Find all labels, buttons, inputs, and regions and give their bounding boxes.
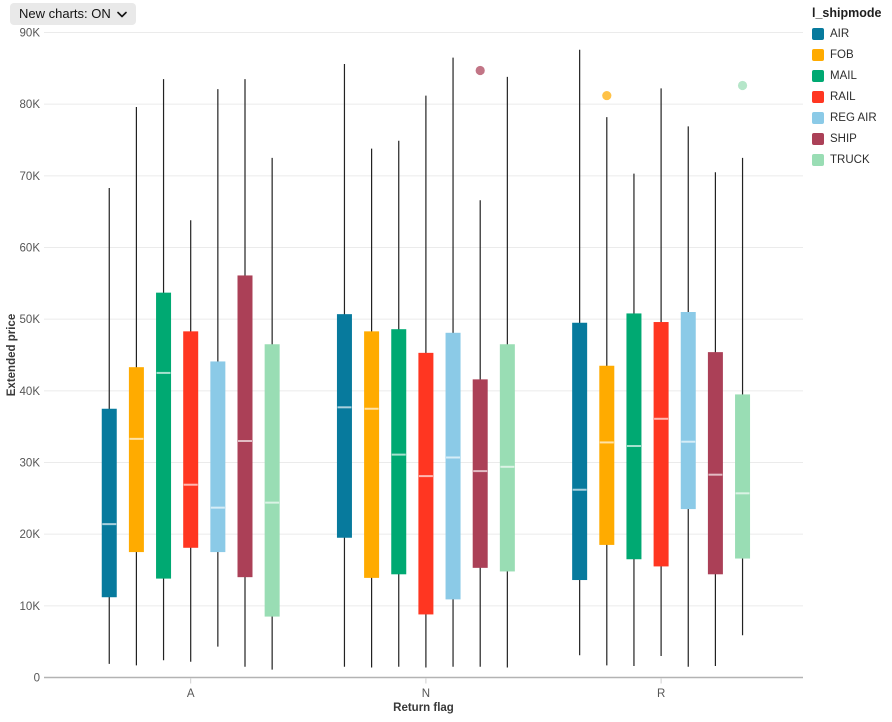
box-TRUCK-A[interactable] (264, 344, 280, 617)
x-tick-label-A: A (187, 688, 195, 700)
box-SHIP-N[interactable] (472, 379, 488, 568)
chevron-down-icon (116, 11, 127, 18)
legend-swatch-REG-AIR (812, 112, 824, 124)
y-tick-label-20K: 20K (20, 529, 41, 541)
legend-label-SHIP: SHIP (830, 133, 857, 145)
legend-label-TRUCK: TRUCK (830, 154, 870, 166)
box-REG-AIR-A[interactable] (210, 361, 226, 553)
box-TRUCK-N[interactable] (499, 344, 515, 572)
box-SHIP-R[interactable] (707, 352, 723, 575)
box-FOB-N[interactable] (364, 331, 380, 578)
box-FOB-R[interactable] (599, 365, 615, 545)
x-tick-label-R: R (657, 688, 665, 700)
legend-swatch-SHIP (812, 133, 824, 145)
y-tick-label-10K: 10K (20, 601, 41, 613)
legend-label-RAIL: RAIL (830, 91, 856, 103)
legend-swatch-MAIL (812, 70, 824, 82)
outlier-SHIP-N-0[interactable] (475, 65, 485, 76)
box-SHIP-A[interactable] (237, 275, 253, 578)
box-AIR-R[interactable] (572, 322, 588, 581)
new-charts-toggle[interactable]: New charts: ON (10, 3, 136, 25)
legend: l_shipmode AIR FOB MAIL RAIL REG AIR SHIP TRUC… (812, 6, 881, 175)
legend-label-FOB: FOB (830, 49, 854, 61)
y-tick-label-0: 0 (34, 673, 40, 685)
box-AIR-A[interactable] (101, 408, 117, 598)
y-axis-title: Extended price (6, 313, 18, 397)
box-REG-AIR-R[interactable] (680, 312, 696, 510)
legend-title: l_shipmode (812, 6, 882, 20)
legend-label-MAIL: MAIL (830, 70, 857, 82)
legend-item-AIR[interactable]: AIR (812, 28, 881, 40)
legend-item-FOB[interactable]: FOB (812, 49, 881, 61)
legend-item-MAIL[interactable]: MAIL (812, 70, 881, 82)
legend-swatch-RAIL (812, 91, 824, 103)
box-RAIL-N[interactable] (418, 352, 434, 615)
legend-item-SHIP[interactable]: SHIP (812, 133, 881, 145)
box-AIR-N[interactable] (336, 314, 352, 538)
new-charts-toggle-label: New charts: ON (19, 6, 111, 21)
box-REG-AIR-N[interactable] (445, 332, 461, 600)
y-tick-label-30K: 30K (20, 458, 41, 470)
x-tick-label-N: N (422, 688, 430, 700)
legend-swatch-AIR (812, 28, 824, 40)
box-MAIL-N[interactable] (391, 329, 407, 575)
legend-label-REG-AIR: REG AIR (830, 112, 877, 124)
legend-item-REG-AIR[interactable]: REG AIR (812, 112, 881, 124)
box-FOB-A[interactable] (128, 367, 144, 553)
legend-swatch-TRUCK (812, 154, 824, 166)
box-MAIL-A[interactable] (156, 292, 172, 579)
y-tick-label-70K: 70K (20, 171, 41, 183)
outlier-FOB-R-0[interactable] (602, 90, 612, 101)
box-RAIL-R[interactable] (653, 322, 669, 567)
legend-item-RAIL[interactable]: RAIL (812, 91, 881, 103)
legend-label-AIR: AIR (830, 28, 850, 40)
y-tick-label-60K: 60K (20, 243, 41, 255)
box-MAIL-R[interactable] (626, 313, 642, 560)
outlier-TRUCK-R-0[interactable] (737, 80, 748, 91)
legend-item-TRUCK[interactable]: TRUCK (812, 154, 881, 166)
y-tick-label-40K: 40K (20, 386, 41, 398)
x-axis-title: Return flag (393, 702, 454, 714)
box-RAIL-A[interactable] (183, 331, 199, 548)
y-tick-label-80K: 80K (20, 99, 41, 111)
box-TRUCK-R[interactable] (735, 394, 751, 559)
y-tick-label-50K: 50K (20, 314, 41, 326)
y-tick-label-90K: 90K (20, 28, 41, 40)
legend-swatch-FOB (812, 49, 824, 61)
